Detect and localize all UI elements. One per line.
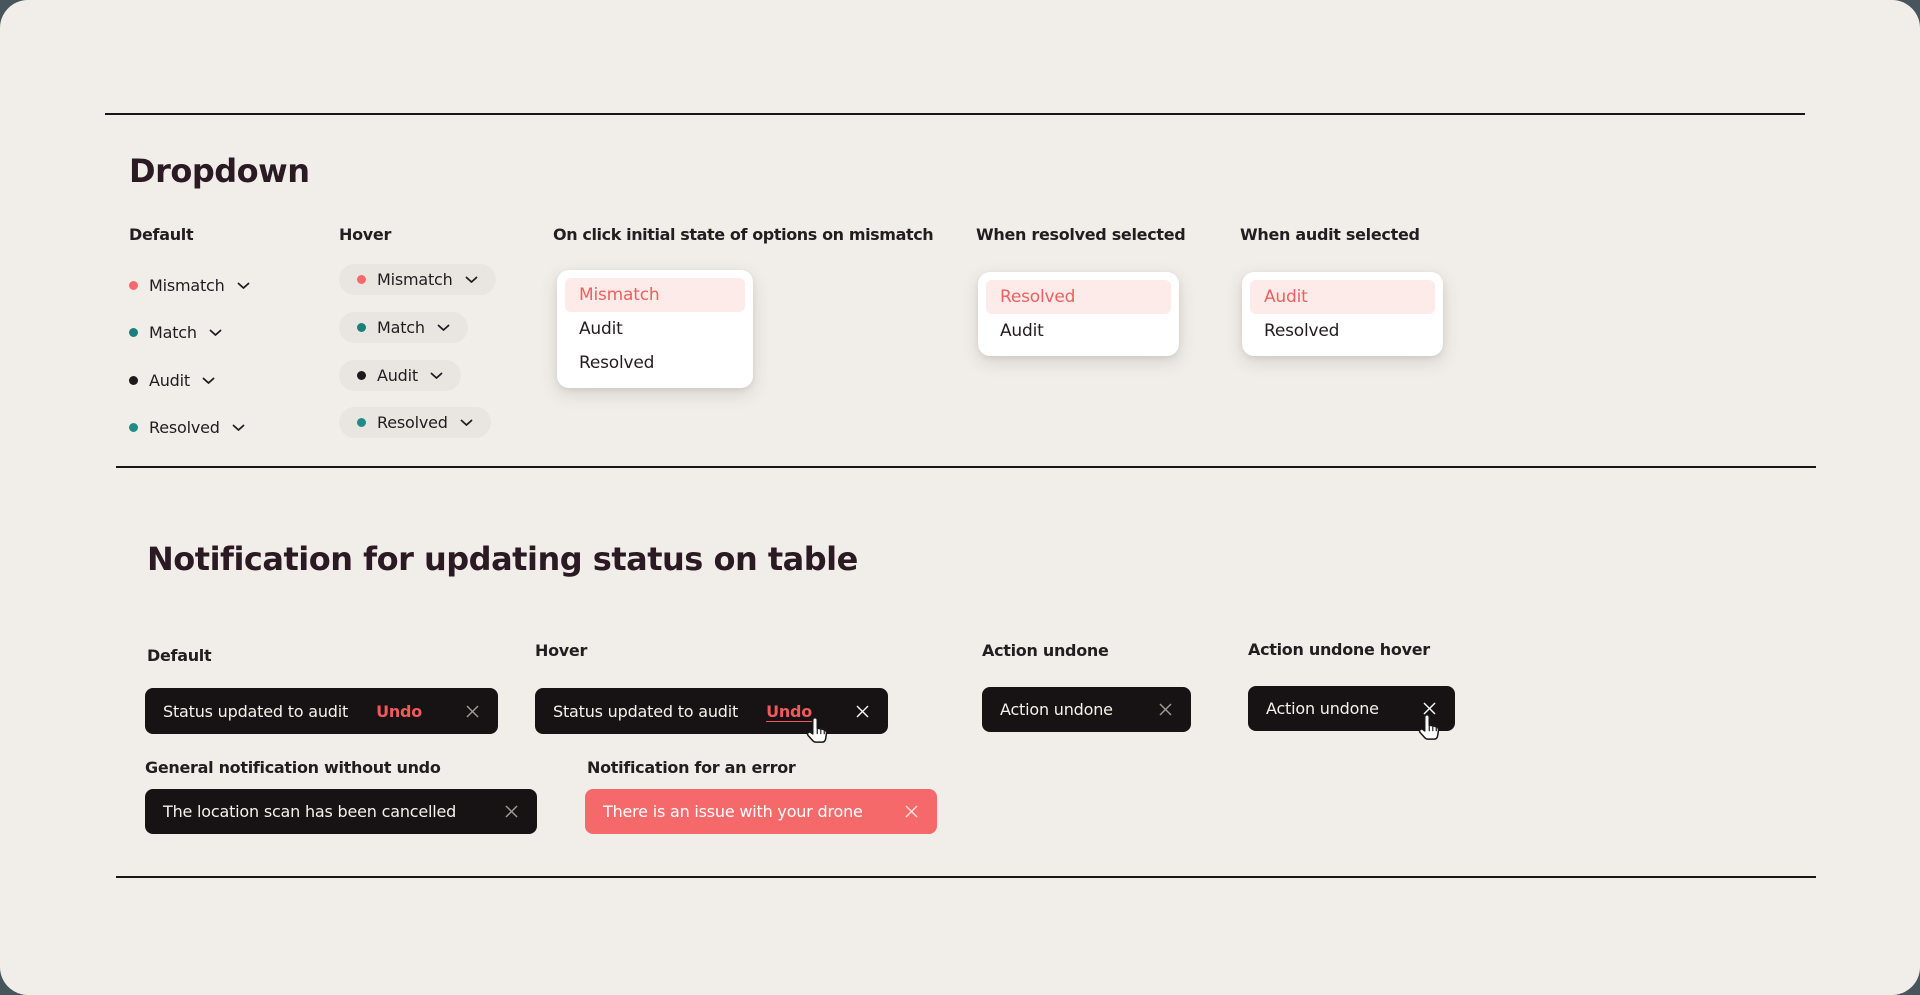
divider-top bbox=[105, 113, 1805, 115]
undo-button[interactable]: Undo bbox=[376, 701, 423, 721]
close-icon[interactable] bbox=[504, 804, 519, 819]
toast-status-updated-default: Status updated to audit Undo bbox=[145, 688, 498, 734]
chevron-down-icon bbox=[237, 282, 250, 290]
dropdown-trigger-hover-match[interactable]: Match bbox=[339, 312, 468, 343]
status-dot-mismatch bbox=[129, 281, 138, 290]
close-icon[interactable] bbox=[904, 804, 919, 819]
label-hover: Hover bbox=[535, 641, 588, 660]
menu-option-audit[interactable]: Audit bbox=[1250, 280, 1435, 314]
dropdown-menu-onclick: Mismatch Audit Resolved bbox=[557, 270, 753, 388]
label-default: Default bbox=[147, 646, 212, 665]
chevron-down-icon bbox=[460, 419, 473, 427]
chevron-down-icon bbox=[430, 372, 443, 380]
close-icon[interactable] bbox=[465, 704, 480, 719]
dropdown-trigger-hover-audit[interactable]: Audit bbox=[339, 360, 461, 391]
toast-message: Status updated to audit bbox=[163, 701, 349, 721]
close-icon-hovered[interactable] bbox=[1422, 701, 1437, 716]
toast-message: The location scan has been cancelled bbox=[163, 802, 457, 821]
column-label-onclick: On click initial state of options on mis… bbox=[553, 225, 934, 244]
menu-option-audit[interactable]: Audit bbox=[1000, 321, 1044, 341]
toast-error-notification: There is an issue with your drone bbox=[585, 789, 937, 834]
dropdown-trigger-label: Match bbox=[377, 318, 425, 337]
chevron-down-icon bbox=[232, 424, 245, 432]
menu-option-resolved[interactable]: Resolved bbox=[579, 353, 655, 373]
toast-message: Action undone bbox=[1000, 700, 1113, 719]
chevron-down-icon bbox=[209, 329, 222, 337]
dropdown-trigger-hover-resolved[interactable]: Resolved bbox=[339, 407, 491, 438]
dropdown-trigger-label: Mismatch bbox=[149, 276, 225, 295]
dropdown-trigger-match[interactable]: Match bbox=[129, 317, 222, 348]
toast-message: Action undone bbox=[1266, 699, 1379, 718]
label-error-notification: Notification for an error bbox=[587, 758, 796, 777]
chevron-down-icon bbox=[202, 377, 215, 385]
status-dot-match bbox=[357, 323, 366, 332]
dropdown-trigger-label: Resolved bbox=[149, 418, 220, 437]
notification-section-title: Notification for updating status on tabl… bbox=[147, 540, 858, 578]
column-label-audit-selected: When audit selected bbox=[1240, 225, 1420, 244]
close-icon[interactable] bbox=[1158, 702, 1173, 717]
status-dot-audit bbox=[129, 376, 138, 385]
column-label-default: Default bbox=[129, 225, 194, 244]
menu-option-audit[interactable]: Audit bbox=[579, 319, 623, 339]
toast-action-undone: Action undone bbox=[982, 687, 1191, 732]
status-dot-resolved bbox=[357, 418, 366, 427]
dropdown-trigger-audit[interactable]: Audit bbox=[129, 365, 215, 396]
divider-bottom bbox=[116, 876, 1816, 878]
label-general-notification: General notification without undo bbox=[145, 758, 441, 777]
undo-button-hovered[interactable]: Undo bbox=[766, 701, 813, 721]
dropdown-trigger-hover-mismatch[interactable]: Mismatch bbox=[339, 264, 496, 295]
divider-middle bbox=[116, 466, 1816, 468]
toast-message: Status updated to audit bbox=[553, 701, 739, 721]
dropdown-trigger-label: Audit bbox=[149, 371, 190, 390]
menu-option-resolved[interactable]: Resolved bbox=[986, 280, 1171, 314]
toast-action-undone-hover: Action undone bbox=[1248, 686, 1455, 731]
dropdown-menu-resolved-selected: Resolved Audit bbox=[978, 272, 1179, 356]
dropdown-trigger-mismatch[interactable]: Mismatch bbox=[129, 270, 250, 301]
toast-general-notification: The location scan has been cancelled bbox=[145, 789, 537, 834]
dropdown-trigger-label: Mismatch bbox=[377, 270, 453, 289]
column-label-hover: Hover bbox=[339, 225, 392, 244]
menu-option-mismatch[interactable]: Mismatch bbox=[565, 278, 745, 312]
label-action-undone: Action undone bbox=[982, 641, 1109, 660]
status-dot-mismatch bbox=[357, 275, 366, 284]
chevron-down-icon bbox=[465, 276, 478, 284]
status-dot-match bbox=[129, 328, 138, 337]
toast-message: There is an issue with your drone bbox=[603, 802, 863, 821]
dropdown-trigger-label: Audit bbox=[377, 366, 418, 385]
label-action-undone-hover: Action undone hover bbox=[1248, 640, 1430, 659]
status-dot-resolved bbox=[129, 423, 138, 432]
status-dot-audit bbox=[357, 371, 366, 380]
column-label-resolved-selected: When resolved selected bbox=[976, 225, 1186, 244]
toast-status-updated-hover: Status updated to audit Undo bbox=[535, 688, 888, 734]
menu-option-resolved[interactable]: Resolved bbox=[1264, 321, 1340, 341]
dropdown-menu-audit-selected: Audit Resolved bbox=[1242, 272, 1443, 356]
dropdown-trigger-resolved[interactable]: Resolved bbox=[129, 412, 245, 443]
chevron-down-icon bbox=[437, 324, 450, 332]
dropdown-trigger-label: Match bbox=[149, 323, 197, 342]
close-icon[interactable] bbox=[855, 704, 870, 719]
dropdown-section-title: Dropdown bbox=[129, 152, 310, 190]
dropdown-trigger-label: Resolved bbox=[377, 413, 448, 432]
